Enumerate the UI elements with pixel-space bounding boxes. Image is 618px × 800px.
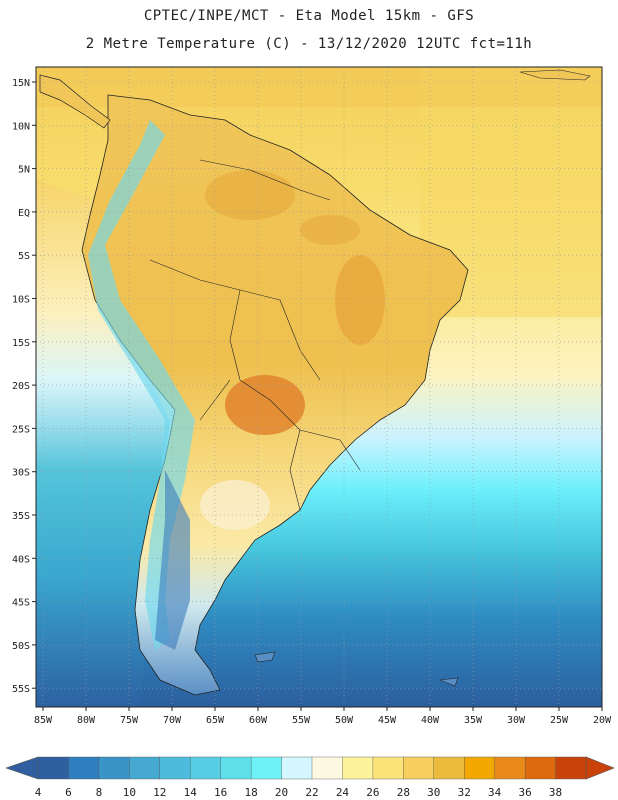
lon-tick-label: 85W — [34, 715, 53, 726]
lat-tick-label: 5N — [18, 165, 30, 176]
colorbar-label: 34 — [488, 786, 502, 799]
colorbar-label: 32 — [458, 786, 471, 799]
lon-tick-label: 20W — [593, 715, 612, 726]
colorbar-label: 10 — [123, 786, 136, 799]
colorbar-segment — [37, 756, 69, 780]
lat-tick-label: 55S — [12, 684, 30, 695]
colorbar-label: 18 — [244, 786, 257, 799]
colorbar-segment — [190, 756, 222, 780]
colorbar-segment — [433, 756, 465, 780]
colorbar-segment — [129, 756, 161, 780]
south-america-land — [39, 69, 591, 696]
lat-tick-label: 45S — [12, 598, 30, 609]
colorbar-label: 20 — [275, 786, 288, 799]
colorbar-segment — [403, 756, 435, 780]
lat-tick-label: 5S — [18, 251, 30, 262]
lon-tick-label: 75W — [120, 715, 139, 726]
colorbar-segment — [524, 756, 557, 780]
colorbar-segment — [342, 756, 374, 780]
lat-tick-label: 15S — [12, 338, 30, 349]
colorbar-label: 36 — [518, 786, 531, 799]
colorbar-label: 26 — [366, 786, 379, 799]
lat-tick-label: 25S — [12, 424, 30, 435]
lat-tick-label: 10S — [12, 295, 30, 306]
lat-tick-label: 35S — [12, 511, 30, 522]
lon-tick-label: 25W — [550, 715, 569, 726]
lon-tick-label: 40W — [421, 715, 440, 726]
lat-tick-label: 40S — [12, 554, 30, 565]
colorbar-segment — [281, 756, 313, 780]
map-title-line2: 2 Metre Temperature (C) - 13/12/2020 12U… — [85, 36, 533, 52]
longitude-axis: 85W 80W 75W 70W 65W 60W 55W 50W 45W 40W 35W 30W 25W 2… — [34, 707, 612, 726]
colorbar-segment — [494, 756, 526, 780]
lon-tick-label: 35W — [464, 715, 483, 726]
colorbar-label: 16 — [214, 786, 227, 799]
lon-tick-label: 45W — [378, 715, 397, 726]
lat-tick-label: EQ — [18, 208, 30, 219]
colorbar-segment — [98, 756, 130, 780]
colorbar-segment — [555, 756, 587, 780]
temperature-colorbar: 4 6 8 10 12 14 16 18 20 22 24 26 28 30 32 34 36 38 — [5, 756, 615, 799]
lon-tick-label: 70W — [163, 715, 182, 726]
lat-tick-label: 10N — [12, 121, 30, 132]
colorbar-label: 14 — [184, 786, 198, 799]
colorbar-segment — [68, 756, 100, 780]
colorbar-label: 6 — [65, 786, 72, 799]
lon-tick-label: 30W — [507, 715, 526, 726]
map-title-line1: CPTEC/INPE/MCT - Eta Model 15km - GFS — [143, 8, 475, 24]
lat-tick-label: 15N — [12, 78, 30, 89]
latitude-axis: 15N 10N 5N EQ 5S 10S 15S 20S 25S 30S 35S 40S 45S 50S 5… — [12, 78, 36, 695]
lat-tick-label: 30S — [12, 468, 30, 479]
colorbar-label: 24 — [336, 786, 350, 799]
colorbar-label: 22 — [305, 786, 318, 799]
lon-tick-label: 50W — [335, 715, 354, 726]
colorbar-label: 12 — [153, 786, 166, 799]
colorbar-segment — [250, 756, 283, 780]
colorbar-label: 28 — [397, 786, 410, 799]
lon-tick-label: 60W — [249, 715, 268, 726]
lat-tick-label: 50S — [12, 641, 30, 652]
colorbar-segment — [464, 756, 496, 780]
colorbar-label: 38 — [549, 786, 562, 799]
lon-tick-label: 80W — [77, 715, 96, 726]
lat-tick-label: 20S — [12, 381, 30, 392]
map-frame — [35, 66, 603, 708]
colorbar-right-arrow — [585, 756, 615, 780]
colorbar-segment — [311, 756, 343, 780]
colorbar-segment — [220, 756, 252, 780]
lon-tick-label: 65W — [206, 715, 225, 726]
colorbar-label: 4 — [35, 786, 42, 799]
colorbar-label: 8 — [96, 786, 103, 799]
colorbar-left-arrow — [5, 756, 39, 780]
colorbar-segment — [159, 756, 191, 780]
lon-tick-label: 55W — [292, 715, 311, 726]
colorbar-label: 30 — [427, 786, 440, 799]
colorbar-segment — [372, 756, 404, 780]
